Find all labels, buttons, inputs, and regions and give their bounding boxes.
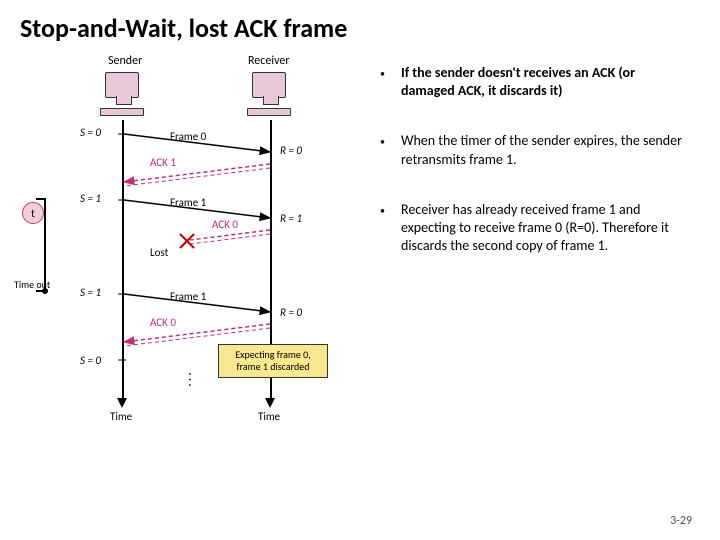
ack0a-label: ACK 0 bbox=[212, 218, 238, 231]
ack0b-label: ACK 0 bbox=[150, 316, 176, 329]
diagram-area: Sender Receiver S = 0 S = 1 S = 1 S = 0 … bbox=[20, 54, 360, 434]
ack1-label: ACK 1 bbox=[150, 156, 176, 169]
lost-label: Lost bbox=[150, 246, 168, 259]
continuation-dots: ... bbox=[185, 372, 202, 389]
frame1a-label: Frame 1 bbox=[170, 196, 206, 209]
frame0-label: Frame 0 bbox=[170, 130, 206, 143]
content-row: Sender Receiver S = 0 S = 1 S = 1 S = 0 … bbox=[0, 44, 720, 434]
bullet-2-text: When the timer of the sender expires, th… bbox=[401, 132, 690, 168]
bullet-2: •When the timer of the sender expires, t… bbox=[380, 132, 690, 168]
bullet-1-text: If the sender doesn't receives an ACK (o… bbox=[401, 64, 690, 100]
time-label-sender: Time bbox=[110, 410, 132, 423]
time-label-receiver: Time bbox=[258, 410, 280, 423]
page-number: 3-29 bbox=[670, 514, 692, 528]
bullet-3-text: Receiver has already received frame 1 an… bbox=[401, 201, 690, 256]
bullet-1: •If the sender doesn't receives an ACK (… bbox=[380, 64, 690, 100]
page-title: Stop-and-Wait, lost ACK frame bbox=[0, 0, 720, 44]
frame1b-label: Frame 1 bbox=[170, 290, 206, 303]
bullet-list: •If the sender doesn't receives an ACK (… bbox=[360, 54, 700, 434]
discard-note: Expecting frame 0, frame 1 discarded bbox=[218, 344, 328, 378]
bullet-3: •Receiver has already received frame 1 a… bbox=[380, 201, 690, 256]
